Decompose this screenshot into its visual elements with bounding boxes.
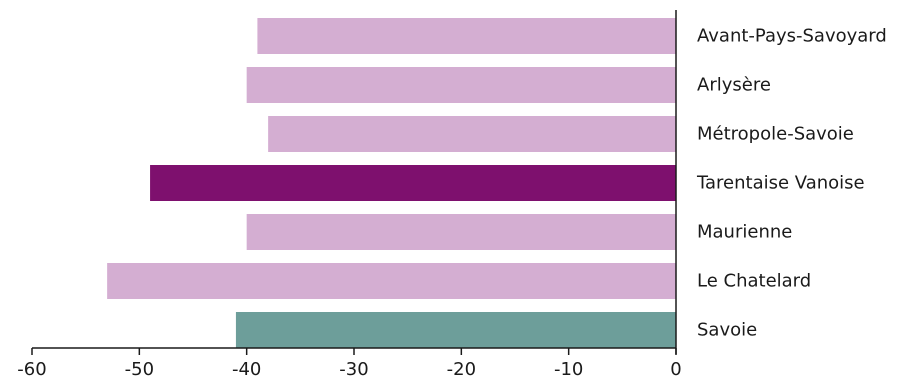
bar-tarentaise-vanoise: [150, 165, 677, 201]
x-tick-label: -30: [339, 359, 368, 380]
bar-arlysere: [246, 67, 676, 103]
bars-group: [107, 18, 677, 348]
bar-avant-pays-savoyard: [257, 18, 676, 54]
x-ticks-group: -60 -50 -40 -30 -20 -10 0: [17, 348, 682, 380]
bar-metropole-savoie: [268, 116, 676, 152]
x-tick-label: -50: [125, 359, 154, 380]
x-tick-label: -10: [554, 359, 583, 380]
category-labels-group: Avant-Pays-Savoyard Arlysère Métropole-Sav…: [696, 26, 887, 341]
category-label-maurienne: Maurienne: [697, 222, 792, 243]
category-label-le-chatelard: Le Chatelard: [697, 271, 811, 292]
x-tick-label: 0: [670, 359, 681, 380]
x-tick-label: -60: [17, 359, 46, 380]
category-label-arlysere: Arlysère: [697, 75, 771, 96]
category-label-metropole-savoie: Métropole-Savoie: [697, 124, 854, 145]
category-label-avant-pays-savoyard: Avant-Pays-Savoyard: [697, 26, 887, 47]
bar-le-chatelard: [107, 263, 677, 299]
x-tick-label: -20: [447, 359, 476, 380]
x-tick-label: -40: [232, 359, 261, 380]
category-label-tarentaise-vanoise: Tarentaise Vanoise: [696, 173, 865, 194]
bar-savoie: [235, 312, 676, 348]
bar-maurienne: [246, 214, 676, 250]
category-label-savoie: Savoie: [697, 320, 757, 341]
